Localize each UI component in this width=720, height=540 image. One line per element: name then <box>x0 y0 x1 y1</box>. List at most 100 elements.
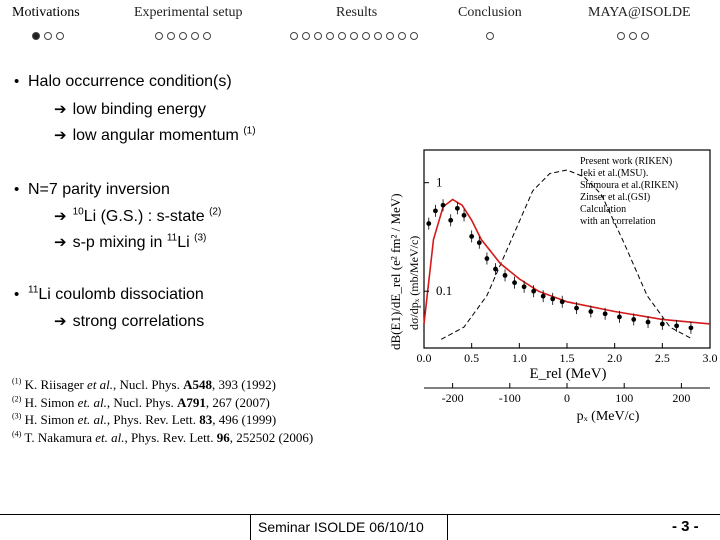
data-point <box>461 212 467 218</box>
nav-motivations-dots <box>32 27 68 40</box>
calculation-curve <box>423 198 711 325</box>
y-tick-label: 0.1 <box>436 283 452 298</box>
arrow-icon: ➔ <box>54 208 67 225</box>
reference-3: (3) H. Simon et. al., Phys. Rev. Lett. 8… <box>12 411 277 427</box>
data-point <box>631 317 637 322</box>
px-tick-label: -100 <box>499 391 521 405</box>
data-point <box>493 266 498 272</box>
data-point <box>574 305 579 311</box>
px-tick-label: 0 <box>564 391 570 405</box>
data-point <box>531 288 537 294</box>
data-point <box>476 240 482 246</box>
nav-dot[interactable] <box>398 31 406 40</box>
x-tick-label: 2.5 <box>655 351 670 365</box>
parity-line-1: ➔ 10Li (G.S.) : s-state (2) <box>54 206 222 225</box>
bullet-coulomb: • <box>14 286 20 303</box>
parity-title: N=7 parity inversion <box>28 181 170 198</box>
nav-dot[interactable] <box>362 31 370 40</box>
nav-dot[interactable] <box>641 31 649 40</box>
momentum-curve <box>440 169 694 340</box>
bullet-halo: • <box>14 73 20 90</box>
nav-conclusion[interactable]: Conclusion <box>458 5 522 20</box>
data-point <box>521 284 527 290</box>
halo-title: Halo occurrence condition(s) <box>28 73 232 90</box>
data-point <box>559 299 565 305</box>
x-tick-label: 3.0 <box>703 351 718 365</box>
nav-dot[interactable] <box>374 31 382 40</box>
data-point <box>426 221 432 226</box>
data-point <box>469 233 475 239</box>
footer-divider <box>0 514 720 515</box>
x-tick-label: 0.5 <box>464 351 479 365</box>
references: (1) K. Riisager et al., Nucl. Phys. A548… <box>12 376 313 446</box>
y2-axis-label: dσ/dpₓ (mb/MeV/c) <box>407 236 421 330</box>
data-point <box>645 319 651 325</box>
data-point <box>550 296 556 302</box>
nav-dot[interactable] <box>167 31 175 40</box>
nav-dot[interactable] <box>191 31 199 40</box>
nav-dot[interactable] <box>302 31 310 40</box>
data-point <box>448 217 454 223</box>
data-point <box>433 208 438 214</box>
data-point <box>602 311 608 317</box>
legend-entry: Zinser et al.(GSI) <box>580 192 650 203</box>
page-number: - 3 - <box>672 518 699 535</box>
coulomb-dissociation-figure: 0.0 0.5 1.0 1.5 2.0 2.5 3.0 E_rel (MeV) -200 -1… <box>388 149 718 424</box>
nav-dot[interactable] <box>410 31 418 40</box>
nav-dot[interactable] <box>486 31 494 40</box>
nav-dot[interactable] <box>338 31 346 40</box>
x-tick-label: 2.0 <box>607 351 622 365</box>
nav-dot[interactable] <box>203 31 211 40</box>
data-point <box>484 256 490 261</box>
legend-entry: Calculation <box>580 204 626 215</box>
px-tick-label: -200 <box>442 391 464 405</box>
nav-experimental-setup[interactable]: Experimental setup <box>134 5 243 20</box>
x-axis-label: E_rel (MeV) <box>529 366 606 382</box>
data-point <box>512 280 517 286</box>
halo-line-2: ➔ low angular momentum (1) <box>54 125 256 144</box>
x-tick-label: 0.0 <box>417 351 432 365</box>
legend: Present work (RIKEN)Ieki et al.(MSU).Shi… <box>580 156 678 227</box>
coulomb-title: 11Li coulomb dissociation <box>28 284 204 303</box>
nav-results[interactable]: Results <box>336 5 378 20</box>
data-point <box>454 205 460 211</box>
legend-entry: Present work (RIKEN) <box>580 156 672 167</box>
nav-dot[interactable] <box>326 31 334 40</box>
nav-motivations[interactable]: Motivations <box>12 5 80 20</box>
px-axis-label: pₓ (MeV/c) <box>577 409 640 424</box>
nav-dot[interactable] <box>617 31 625 40</box>
legend-entry: with an correlation <box>580 216 656 227</box>
nav-conclusion-dots <box>486 27 498 40</box>
x-tick-label: 1.5 <box>560 351 575 365</box>
nav-dot[interactable] <box>155 31 163 40</box>
section-navigation: Motivations Experimental setup Results C… <box>0 0 720 46</box>
y-tick-label: 1 <box>436 175 443 190</box>
data-point <box>540 293 546 299</box>
data-point <box>659 321 665 327</box>
nav-experimental-setup-dots <box>155 27 215 40</box>
nav-dot[interactable] <box>56 31 64 40</box>
nav-dot[interactable] <box>350 31 358 40</box>
nav-maya-isolde[interactable]: MAYA@ISOLDE <box>588 5 691 20</box>
bullet-parity: • <box>14 181 20 198</box>
y-axis-label: dB(E1)/dE_rel (e² fm² / MeV) <box>388 193 403 350</box>
reference-1: (1) K. Riisager et al., Nucl. Phys. A548… <box>12 376 276 392</box>
nav-dot[interactable] <box>629 31 637 40</box>
data-point <box>588 309 594 314</box>
data-point <box>674 323 680 329</box>
nav-dot[interactable] <box>179 31 187 40</box>
arrow-icon: ➔ <box>54 313 67 330</box>
data-point <box>440 202 446 208</box>
nav-dot[interactable] <box>44 31 52 40</box>
legend-entry: Ieki et al.(MSU). <box>580 168 648 179</box>
footer-box <box>250 514 448 540</box>
nav-dot[interactable] <box>32 31 40 40</box>
nav-dot[interactable] <box>314 31 322 40</box>
nav-dot[interactable] <box>290 31 298 40</box>
nav-dot[interactable] <box>386 31 394 40</box>
reference-4: (4) T. Nakamura et. al., Phys. Rev. Lett… <box>12 429 314 445</box>
data-point <box>688 325 694 331</box>
reference-2: (2) H. Simon et. al., Nucl. Phys. A791, … <box>12 394 270 410</box>
legend-entry: Shimoura et al.(RIKEN) <box>580 180 678 191</box>
px-tick-label: 100 <box>615 391 633 405</box>
